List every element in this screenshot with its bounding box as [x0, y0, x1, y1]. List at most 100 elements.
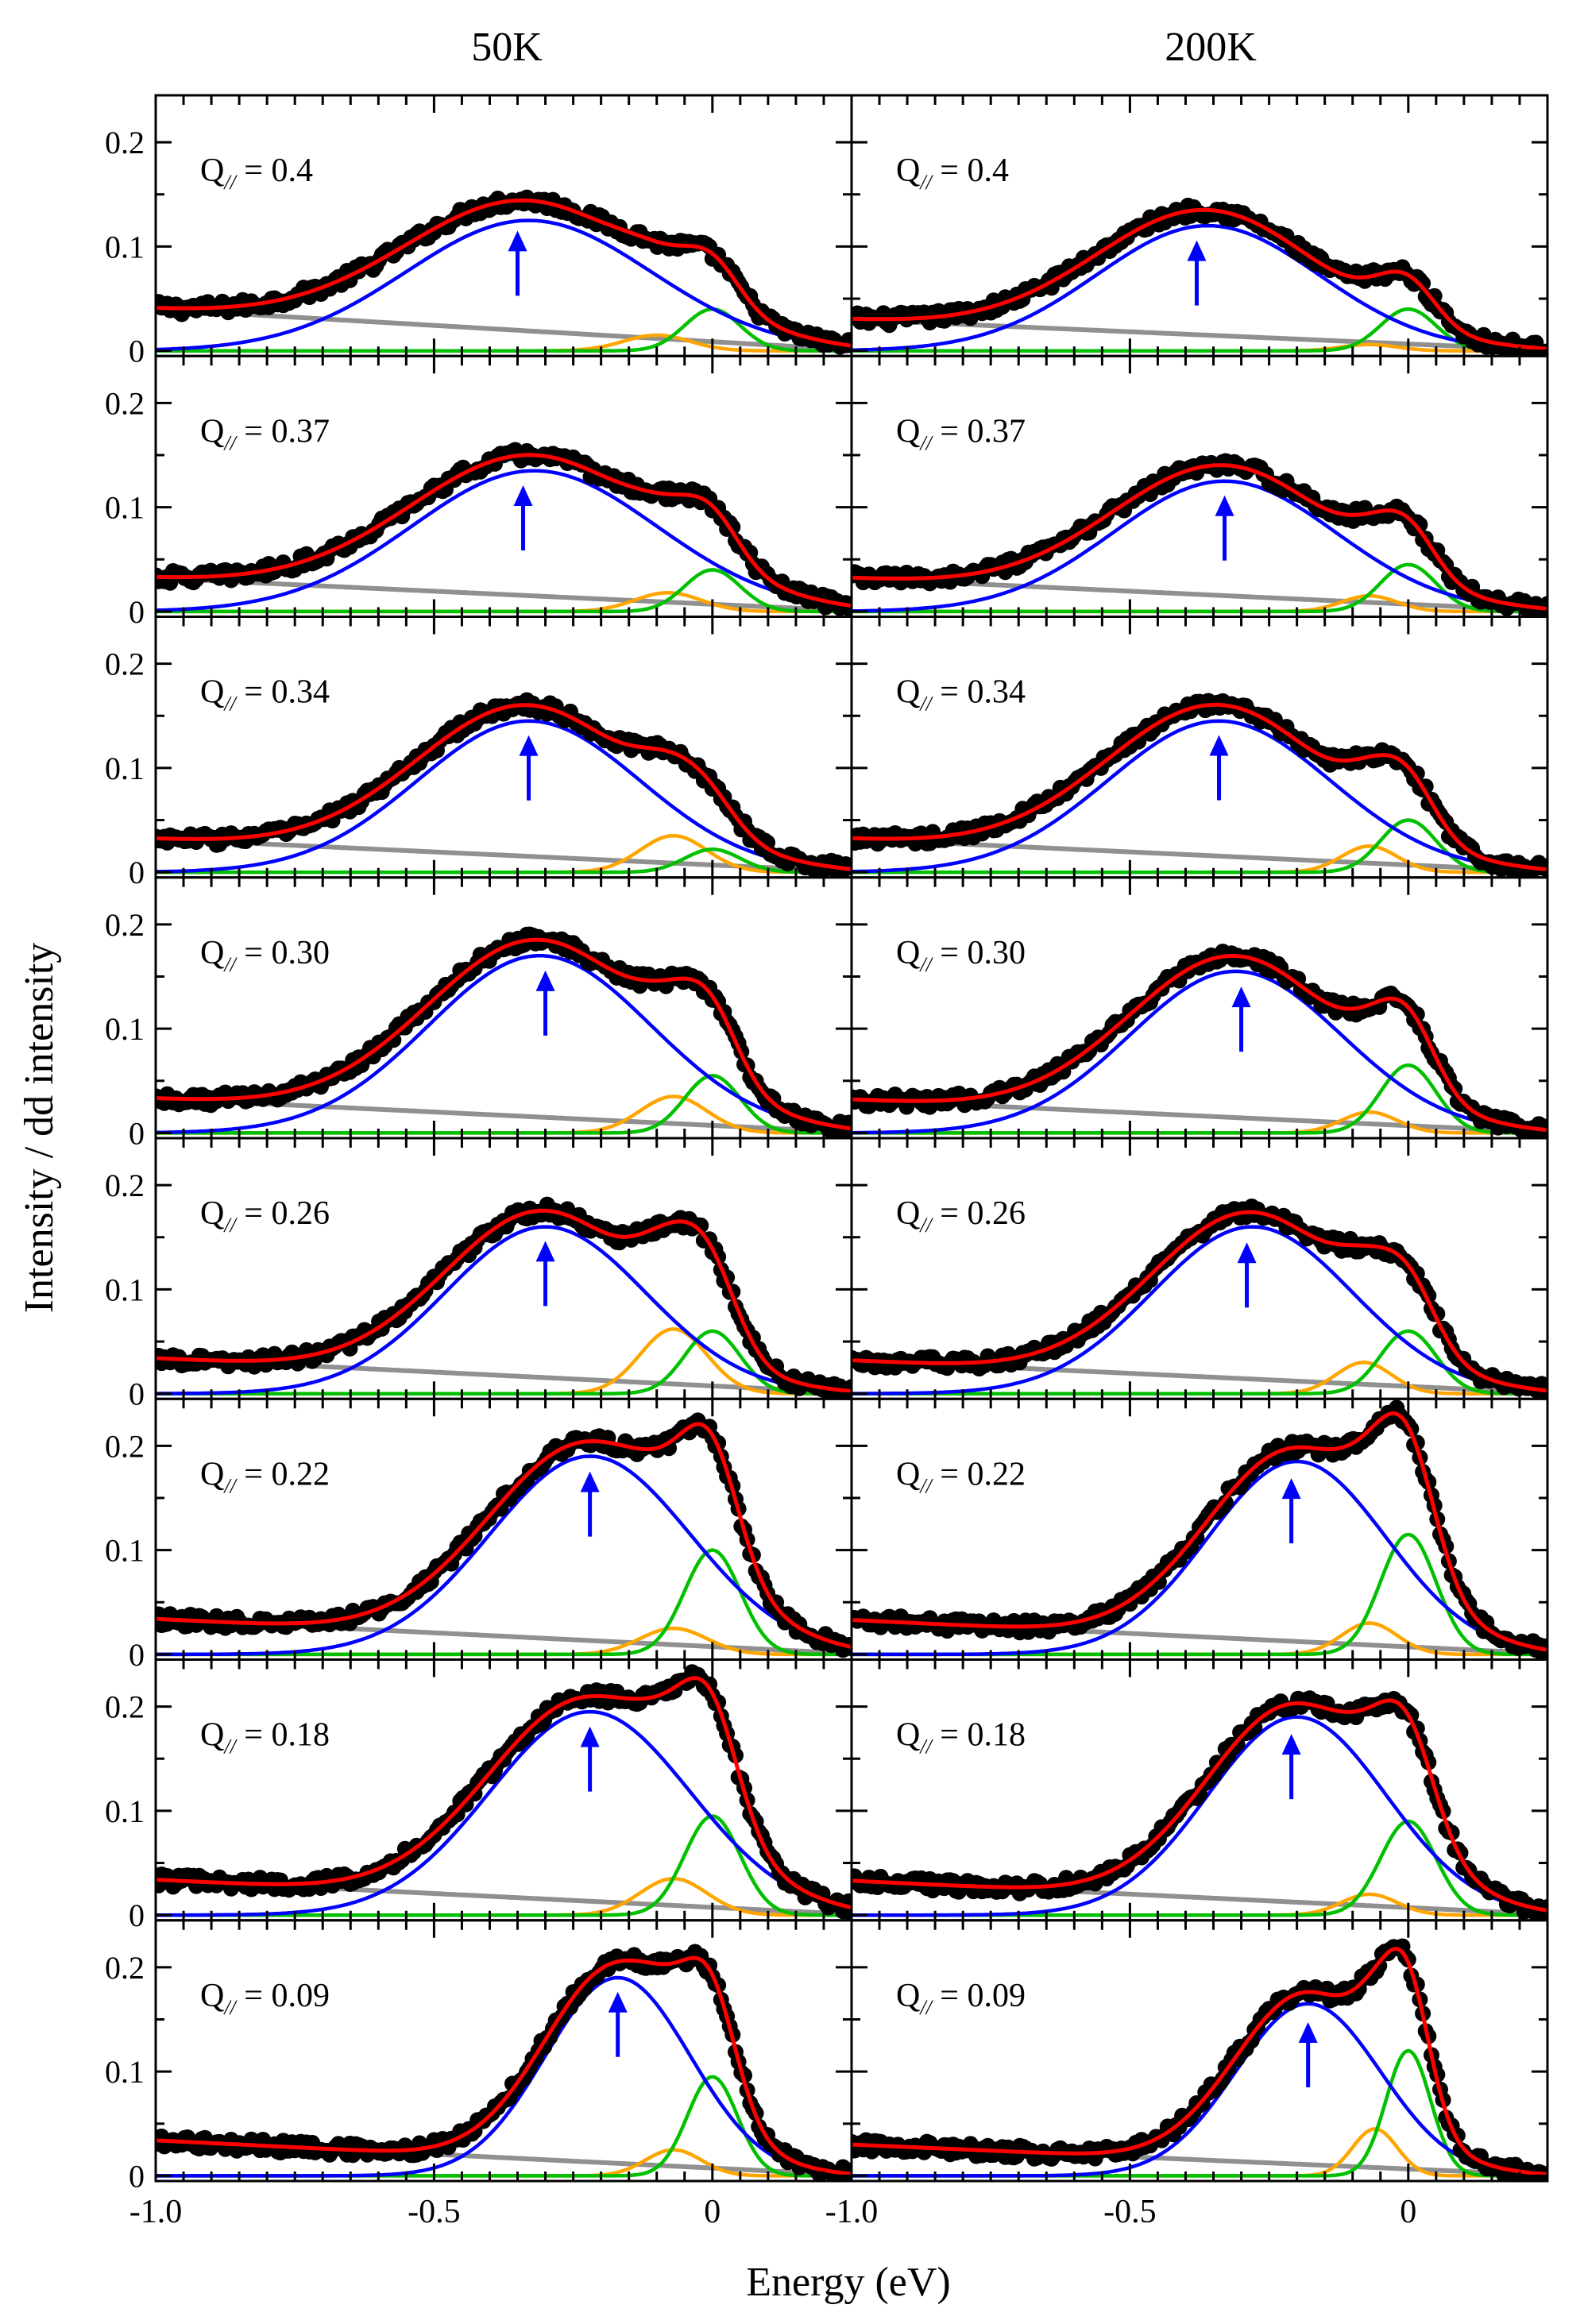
- y-tick-label: 0.2: [105, 1428, 145, 1464]
- arrow-head: [608, 1991, 628, 2013]
- peak-arrow: [608, 1991, 628, 2057]
- elastic-peak-curve: [156, 847, 852, 874]
- main-peak-curve: [852, 719, 1547, 874]
- panel-200k-q0.30: Q// = 0.30: [850, 876, 1549, 1140]
- q-label: Q// = 0.30: [200, 935, 330, 976]
- main-peak-curve: [156, 953, 852, 1135]
- x-tick-label: -1.0: [129, 2194, 183, 2230]
- elastic-peak-curve: [156, 1548, 852, 1657]
- panel-plot-area: [852, 453, 1547, 617]
- q-label: Q// = 0.18: [896, 1717, 1026, 1758]
- q-label: Q// = 0.34: [200, 674, 330, 716]
- main-peak-curve: [852, 1225, 1547, 1396]
- q-label: Q// = 0.18: [200, 1717, 330, 1758]
- main-peak-curve: [156, 218, 852, 352]
- y-tick-label: 0.1: [105, 1533, 145, 1569]
- data-points: [156, 1412, 852, 1658]
- arrow-head: [1187, 240, 1207, 261]
- panel-200k-q0.09: Q// = 0.09-1.0 -0.5 0: [825, 1919, 1549, 2230]
- elastic-peak-curve: [852, 562, 1547, 614]
- peak-arrow: [535, 970, 555, 1036]
- arrow-head: [535, 970, 555, 991]
- q-label: Q// = 0.26: [200, 1195, 330, 1237]
- y-tick-label: 0.2: [105, 125, 145, 160]
- arrow-head: [1231, 986, 1251, 1008]
- panel-50k-q0.22: 0 0.1 0.2 Q// = 0.22: [105, 1397, 853, 1673]
- q-label: Q// = 0.34: [896, 674, 1026, 716]
- background-curve: [156, 575, 852, 613]
- y-tick-label: 0: [129, 1376, 145, 1412]
- y-tick-label: 0.1: [105, 1272, 145, 1307]
- y-axis-label: Intensity / dd intensity: [17, 943, 62, 1314]
- total-fit-curve: [156, 703, 852, 871]
- panel-50k-q0.26: 0 0.1 0.2 Q// = 0.26: [105, 1137, 853, 1412]
- main-peak-curve: [156, 1709, 852, 1917]
- q-label: Q// = 0.22: [200, 1456, 330, 1497]
- data-point: [1415, 275, 1431, 291]
- data-point: [1408, 765, 1425, 782]
- panel-plot-area: [156, 1944, 852, 2181]
- panel-plot-area: [852, 693, 1547, 878]
- y-tick-label: 0.1: [105, 229, 145, 264]
- x-tick-label: -0.5: [408, 2194, 461, 2230]
- q-label: Q// = 0.37: [896, 413, 1026, 454]
- q-label: Q// = 0.30: [896, 935, 1026, 976]
- y-tick-label: 0.2: [105, 385, 145, 421]
- data-point: [385, 1032, 402, 1048]
- panel-plot-area: [852, 1938, 1547, 2181]
- y-tick-label: 0.2: [105, 1689, 145, 1725]
- panel-plot-area: [852, 1690, 1547, 1921]
- arrow-head: [580, 1471, 600, 1492]
- q-label: Q// = 0.26: [896, 1195, 1026, 1237]
- peak-arrow: [508, 230, 527, 296]
- panel-plot-area: [156, 442, 852, 617]
- y-tick-label: 0: [129, 594, 145, 630]
- panel-plot-area: [156, 189, 852, 355]
- data-point: [844, 1905, 852, 1921]
- main-peak-curve: [156, 719, 852, 874]
- total-fit-curve: [156, 1208, 852, 1394]
- main-peak-curve: [852, 223, 1547, 352]
- data-point: [1217, 1494, 1234, 1511]
- panel-200k-q0.34: Q// = 0.34: [850, 616, 1549, 879]
- panel-plot-area: [156, 1412, 852, 1658]
- elastic-peak-curve: [852, 307, 1547, 353]
- y-tick-label: 0: [129, 1637, 145, 1673]
- total-fit-curve: [852, 207, 1547, 351]
- main-peak-curve: [852, 2002, 1547, 2178]
- main-peak-curve: [156, 469, 852, 612]
- y-tick-label: 0.2: [105, 647, 145, 682]
- y-tick-label: 0.1: [105, 490, 145, 526]
- panel-plot-area: [156, 926, 852, 1138]
- panel-plot-area: [156, 1664, 852, 1921]
- panel-200k-q0.26: Q// = 0.26: [850, 1137, 1549, 1400]
- panel-plot-area: [156, 1196, 852, 1399]
- total-fit-curve: [156, 453, 852, 608]
- peak-arrow: [1231, 986, 1251, 1052]
- elastic-peak-curve: [156, 1329, 852, 1396]
- elastic-peak-curve: [852, 818, 1547, 874]
- main-peak-curve: [852, 1715, 1547, 1917]
- y-tick-label: 0.2: [105, 1168, 145, 1203]
- q-label: Q// = 0.4: [200, 152, 313, 194]
- peak-arrow: [1215, 495, 1234, 561]
- main-peak-curve: [156, 1225, 852, 1396]
- panel-plot-area: [156, 692, 852, 878]
- y-tick-label: 0: [129, 2158, 145, 2194]
- arrow-head: [1281, 1734, 1301, 1755]
- peak-arrow: [580, 1726, 600, 1792]
- total-fit-curve: [852, 1411, 1547, 1652]
- arrow-head: [1237, 1242, 1257, 1264]
- y-tick-label: 0.1: [105, 751, 145, 786]
- peak-arrow: [1281, 1734, 1301, 1800]
- arrow-head: [508, 230, 527, 252]
- q-label: Q// = 0.09: [200, 1978, 330, 2019]
- total-fit-curve: [852, 954, 1547, 1133]
- x-axis-label: Energy (eV): [746, 2260, 951, 2305]
- panel-200k-q0.22: Q// = 0.22: [850, 1397, 1549, 1661]
- panel-50k-q0.34: 0 0.1 0.2 Q// = 0.34: [105, 616, 853, 890]
- panel-plot-area: [852, 944, 1547, 1138]
- peak-arrow: [1237, 1242, 1257, 1308]
- y-tick-label: 0.1: [105, 1011, 145, 1047]
- main-peak-curve: [156, 1975, 852, 2178]
